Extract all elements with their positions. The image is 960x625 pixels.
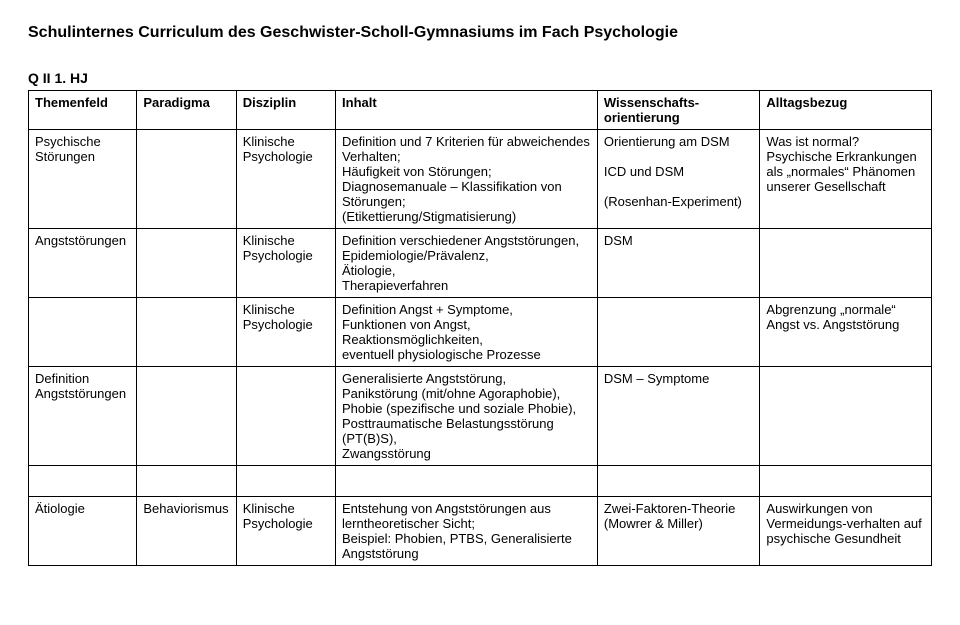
cell-c4: Entstehung von Angststörungen aus lernth… bbox=[336, 497, 598, 566]
cell-c3: Klinische Psychologie bbox=[236, 229, 335, 298]
cell-c2: Behaviorismus bbox=[137, 497, 236, 566]
cell-c2 bbox=[137, 130, 236, 229]
cell-c2 bbox=[137, 298, 236, 367]
col-themenfeld: Themenfeld bbox=[29, 91, 137, 130]
cell-c5: Zwei-Faktoren-Theorie (Mowrer & Miller) bbox=[597, 497, 760, 566]
cell-c4: Definition Angst + Symptome,Funktionen v… bbox=[336, 298, 598, 367]
cell-c6: Auswirkungen von Vermeidungs-verhalten a… bbox=[760, 497, 932, 566]
col-paradigma: Paradigma bbox=[137, 91, 236, 130]
cell-c1: Definition Angststörungen bbox=[29, 367, 137, 466]
cell-c6: Abgrenzung „normale“ Angst vs. Angststör… bbox=[760, 298, 932, 367]
col-wissenschaftsorientierung: Wissenschafts-orientierung bbox=[597, 91, 760, 130]
cell-c1: Ätiologie bbox=[29, 497, 137, 566]
spacer-cell bbox=[760, 466, 932, 497]
table-row: Definition Angststörungen Generalisierte … bbox=[29, 367, 932, 466]
table-row bbox=[29, 466, 932, 497]
cell-c5: DSM – Symptome bbox=[597, 367, 760, 466]
spacer-cell bbox=[597, 466, 760, 497]
cell-c4: Definition und 7 Kriterien für abweichen… bbox=[336, 130, 598, 229]
col-alltagsbezug: Alltagsbezug bbox=[760, 91, 932, 130]
cell-c1 bbox=[29, 298, 137, 367]
page-title: Schulinternes Curriculum des Geschwister… bbox=[28, 24, 932, 42]
cell-c3: Klinische Psychologie bbox=[236, 130, 335, 229]
cell-c5: DSM bbox=[597, 229, 760, 298]
cell-c6 bbox=[760, 367, 932, 466]
col-disziplin: Disziplin bbox=[236, 91, 335, 130]
curriculum-table: Themenfeld Paradigma Disziplin Inhalt Wi… bbox=[28, 90, 932, 566]
table-row: Angststörungen Klinische PsychologieDefin… bbox=[29, 229, 932, 298]
cell-c3: Klinische Psychologie bbox=[236, 497, 335, 566]
table-header-row: Themenfeld Paradigma Disziplin Inhalt Wi… bbox=[29, 91, 932, 130]
cell-c5 bbox=[597, 298, 760, 367]
cell-c2 bbox=[137, 229, 236, 298]
spacer-cell bbox=[336, 466, 598, 497]
cell-c3: Klinische Psychologie bbox=[236, 298, 335, 367]
spacer-cell bbox=[137, 466, 236, 497]
cell-c5: Orientierung am DSMICD und DSM(Rosenhan-… bbox=[597, 130, 760, 229]
spacer-cell bbox=[236, 466, 335, 497]
spacer-cell bbox=[29, 466, 137, 497]
cell-c3 bbox=[236, 367, 335, 466]
cell-c4: Generalisierte Angststörung,Panikstörung… bbox=[336, 367, 598, 466]
table-row: Psychische Störungen Klinische Psychologi… bbox=[29, 130, 932, 229]
table-row: ÄtiologieBehaviorismusKlinische Psycholo… bbox=[29, 497, 932, 566]
cell-c4: Definition verschiedener Angststörungen,… bbox=[336, 229, 598, 298]
section-label: Q II 1. HJ bbox=[28, 70, 932, 86]
cell-c6: Was ist normal?Psychische Erkrankungen a… bbox=[760, 130, 932, 229]
table-row: Klinische PsychologieDefinition Angst + … bbox=[29, 298, 932, 367]
cell-c1: Angststörungen bbox=[29, 229, 137, 298]
cell-c6 bbox=[760, 229, 932, 298]
col-inhalt: Inhalt bbox=[336, 91, 598, 130]
cell-c1: Psychische Störungen bbox=[29, 130, 137, 229]
cell-c2 bbox=[137, 367, 236, 466]
